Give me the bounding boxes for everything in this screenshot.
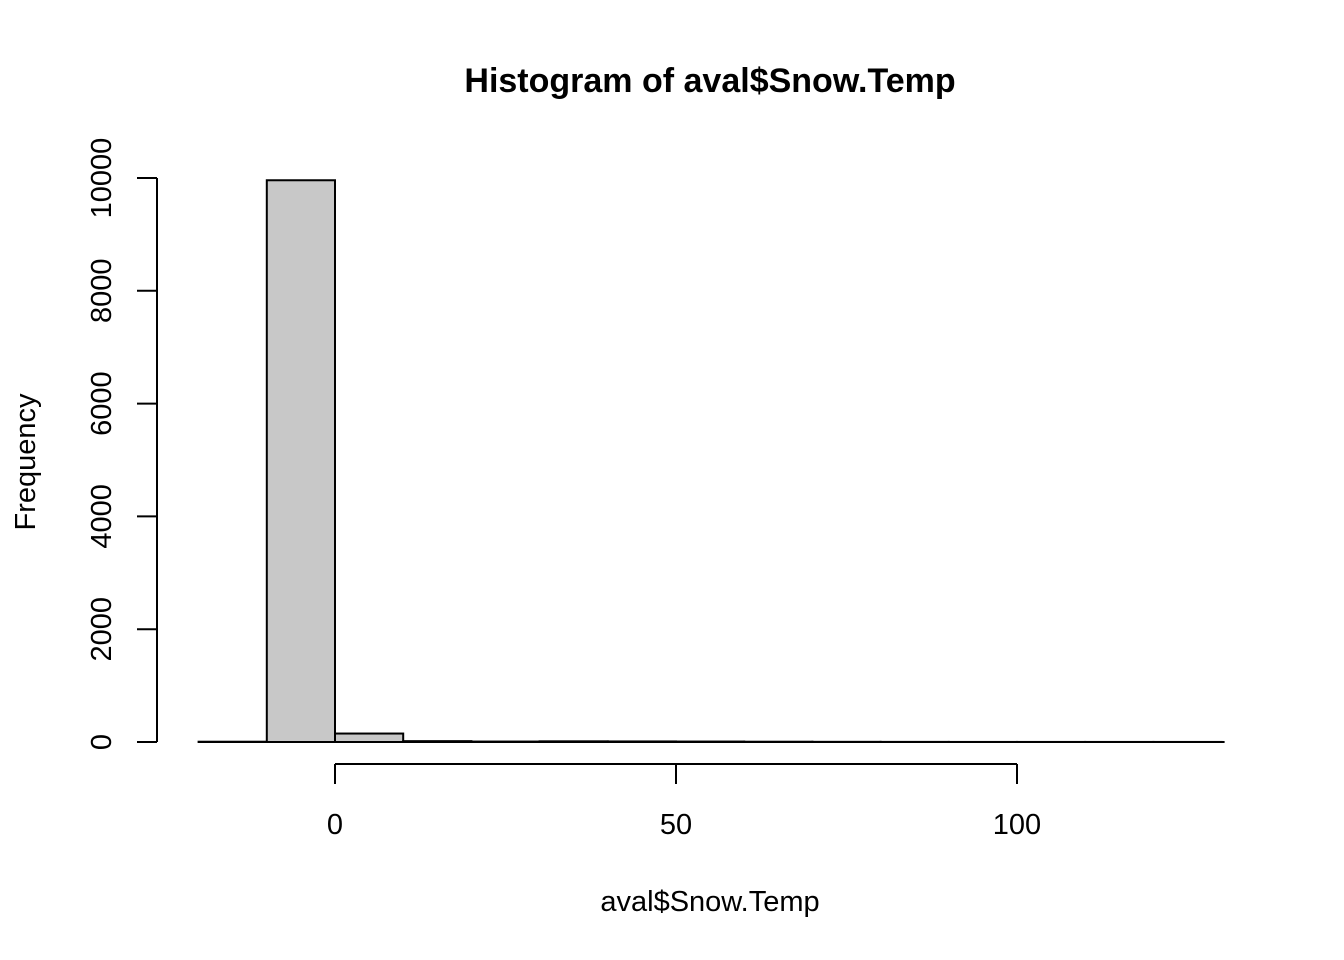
y-axis-label: Frequency — [10, 393, 42, 531]
x-tick-label: 100 — [993, 809, 1041, 841]
chart-title: Histogram of aval$Snow.Temp — [464, 62, 955, 100]
histogram-bar — [334, 732, 405, 743]
y-tick-label: 4000 — [86, 484, 118, 549]
y-tick-label: 8000 — [86, 259, 118, 324]
y-tick-label: 2000 — [86, 597, 118, 662]
x-axis: 0 50 100 — [327, 763, 1041, 841]
x-tick-label: 50 — [660, 809, 692, 841]
y-tick-label: 0 — [86, 734, 118, 750]
y-tick-label: 6000 — [86, 371, 118, 436]
y-axis: 0 2000 4000 6000 8000 10000 — [86, 138, 158, 750]
bars-group — [197, 179, 1225, 744]
histogram-bar — [265, 179, 336, 744]
x-tick-label: 0 — [327, 809, 343, 841]
y-tick-label: 10000 — [86, 138, 118, 219]
x-axis-label: aval$Snow.Temp — [600, 886, 819, 918]
